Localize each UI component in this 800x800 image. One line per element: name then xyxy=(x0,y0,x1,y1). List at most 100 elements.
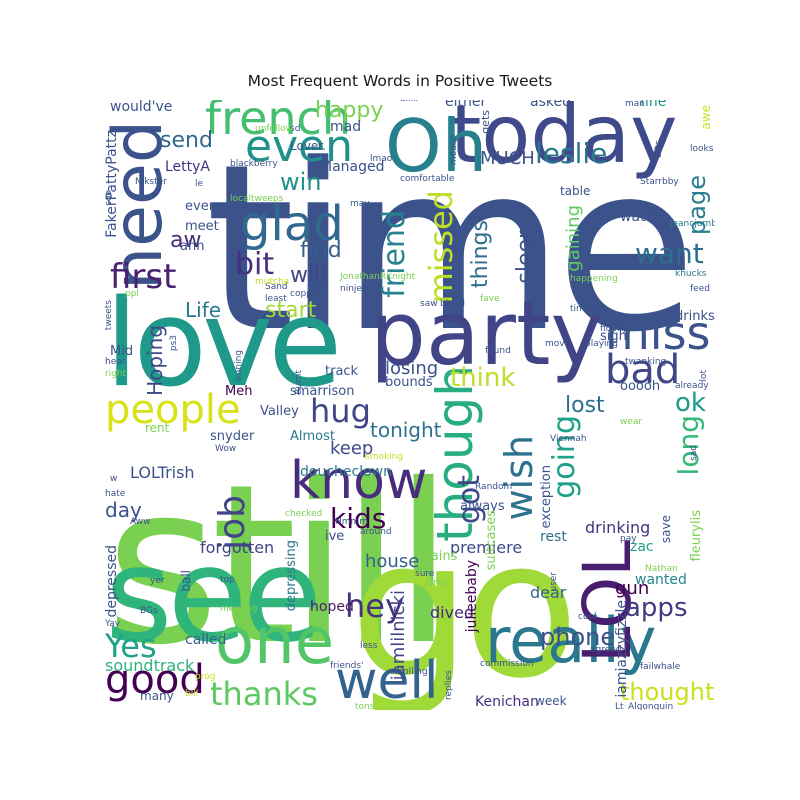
word-going: going xyxy=(547,415,582,499)
word-bit: bit xyxy=(235,247,275,282)
word-le: le xyxy=(195,179,204,189)
word-depressed: depressed xyxy=(104,545,120,618)
word-send: send xyxy=(160,128,213,153)
word-fakerpattypattz: FakerPattyPattz xyxy=(104,130,120,238)
word-yes: Yes xyxy=(105,627,157,665)
word-wish: wish xyxy=(497,435,541,521)
word-jeancjumbe: jeancjumbe xyxy=(670,219,715,229)
word-timeline: timeline xyxy=(570,304,607,314)
word-depressing: depressing xyxy=(284,540,299,612)
word-localtweeps: localtweeps xyxy=(230,194,284,204)
word-always: always xyxy=(460,499,505,514)
word-friend: friend xyxy=(377,210,412,298)
word-aww: Aww xyxy=(130,517,151,527)
word-sure: sure xyxy=(415,569,435,579)
word-means: means xyxy=(449,135,459,166)
word-much: MUCH xyxy=(480,148,535,169)
word-ninjen: ninjen xyxy=(340,284,368,294)
word-hoped: hoped xyxy=(310,599,354,615)
word-khucks: khucks xyxy=(675,269,707,279)
word-ball: ball xyxy=(179,570,193,592)
word-phone: phone xyxy=(540,623,616,651)
word-win: win xyxy=(280,168,322,196)
word-hear: hear xyxy=(105,357,126,367)
word-week: week xyxy=(535,694,567,708)
word-life: Life xyxy=(185,298,222,322)
word-fleurylis: fleurylis xyxy=(689,510,704,562)
word-w: w xyxy=(110,474,118,484)
word-today: today xyxy=(450,100,678,181)
word-hoping: Hoping xyxy=(143,325,167,396)
word-save: save xyxy=(659,515,673,544)
word-managed: Managed xyxy=(320,159,385,175)
word-gaining: gaining xyxy=(563,205,584,272)
word-fave: fave xyxy=(480,294,500,304)
word-wanted: wanted xyxy=(635,572,687,588)
word-jared: Jared xyxy=(425,578,448,588)
word-rains: Rains xyxy=(422,549,458,564)
word-man: man xyxy=(625,100,645,109)
word-losing: losing xyxy=(385,358,439,379)
word-around: around xyxy=(360,527,392,537)
word-leslie: leslie xyxy=(535,137,608,170)
word-mid: Mid xyxy=(110,344,134,359)
word-already: already xyxy=(675,381,709,391)
word-lt-algonquin: Lt_Algonquin xyxy=(615,702,674,711)
word-lettya: LettyA xyxy=(165,159,211,175)
word-smarrison: smarrison xyxy=(290,384,355,399)
word-checked: checked xyxy=(285,509,323,519)
word-bounds: bounds xyxy=(385,375,433,390)
word-sigh: sigh xyxy=(600,329,627,344)
word-ok: ok xyxy=(675,388,706,418)
word-bgs: BGs xyxy=(140,606,158,616)
word-smoking: smoking xyxy=(365,452,404,462)
word-hey: hey xyxy=(345,587,404,625)
word-burnt: Burnt xyxy=(294,370,304,395)
word-finally: finally xyxy=(600,324,628,334)
word-dear: dear xyxy=(530,583,567,602)
word-happy: happy xyxy=(315,100,384,123)
word-almost: Almost xyxy=(290,429,335,444)
word-sand: Sand xyxy=(265,282,288,292)
word-lost: lost xyxy=(565,393,605,418)
word-pay: pay xyxy=(620,534,637,544)
word-track: track xyxy=(325,364,359,379)
word-time: time xyxy=(205,116,697,383)
word-replies: replies xyxy=(444,670,454,700)
word-viennah: Viennah xyxy=(550,434,587,444)
word-julieebaby: julieebaby xyxy=(464,560,480,633)
word-user: user xyxy=(549,572,559,592)
word-meh: Meh xyxy=(225,384,253,399)
word-would-ve: would've xyxy=(110,100,173,115)
word-failwhale: failwhale xyxy=(640,662,681,672)
word-sad: sad xyxy=(689,445,699,461)
word-wow: Wow xyxy=(215,444,237,454)
word-sd: sd xyxy=(290,124,301,134)
word-right: right xyxy=(105,369,127,379)
word-doucheclown: doucheclown xyxy=(300,464,392,480)
word-asked: asked xyxy=(530,100,571,110)
word-least: least xyxy=(265,294,287,304)
word-gets: gets xyxy=(479,110,492,134)
word-thanks: thanks xyxy=(210,675,318,710)
word-think: think xyxy=(450,363,516,393)
word-table: table xyxy=(560,184,591,198)
word-valley: Valley xyxy=(260,404,299,419)
word-miss: miss xyxy=(605,306,711,360)
word-know: know xyxy=(290,451,428,511)
word-ahh: ahh xyxy=(180,239,205,254)
word-blood: blood xyxy=(440,299,465,309)
word-lot: lot xyxy=(699,370,709,382)
word-meeting: meeting xyxy=(220,604,258,614)
word-mad: mad xyxy=(330,119,362,135)
word-nikster: Nikster xyxy=(135,177,167,187)
word-oh: Oh xyxy=(385,104,488,188)
word-less: less xyxy=(360,641,378,651)
word-friends-: friends' xyxy=(330,661,364,671)
word-glad: glad xyxy=(240,196,344,252)
word-snyder: snyder xyxy=(210,429,255,444)
word-scrolling: scrolling xyxy=(390,667,428,677)
word-soundtrack: soundtrack xyxy=(105,656,195,675)
word-really: really xyxy=(485,604,657,677)
word-ooooh: ooooh xyxy=(620,379,661,394)
